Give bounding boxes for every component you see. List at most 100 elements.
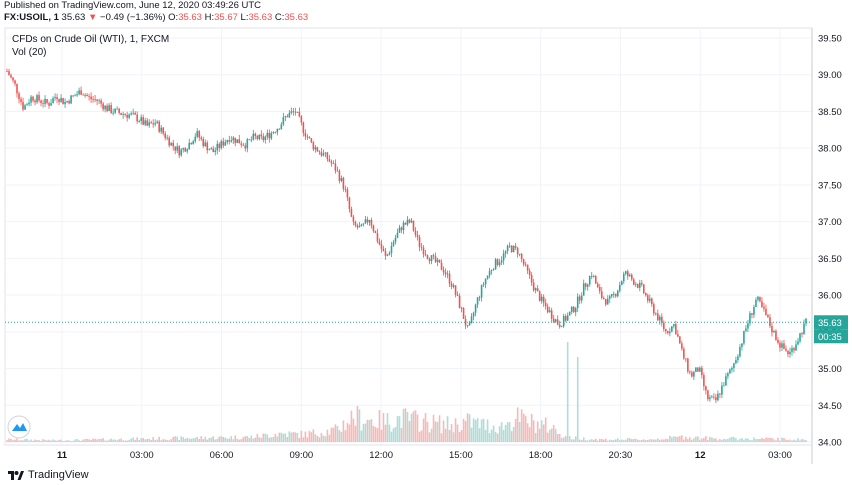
- candle-body: [442, 269, 445, 273]
- volume-bar: [198, 438, 201, 442]
- volume-bar: [386, 413, 389, 442]
- volume-bar: [468, 414, 471, 442]
- candle-body: [719, 393, 721, 395]
- volume-bar: [634, 438, 637, 442]
- candle-body: [282, 117, 285, 125]
- volume-bar: [628, 438, 631, 442]
- candle-body: [250, 139, 253, 141]
- volume-bar: [576, 357, 579, 442]
- candle-body: [274, 132, 277, 134]
- candle-body: [602, 297, 605, 300]
- candle-body: [438, 259, 441, 263]
- candle-body: [630, 274, 633, 280]
- candle-body: [765, 308, 767, 316]
- y-tick-label: 35.00: [818, 364, 842, 375]
- candle-body: [540, 296, 543, 301]
- volume-bar: [236, 438, 239, 442]
- candle-body: [789, 351, 791, 355]
- candle-body: [745, 328, 747, 331]
- candle-body: [280, 124, 283, 130]
- candle-body: [332, 163, 335, 165]
- candle-body: [618, 284, 621, 291]
- candle-body: [260, 134, 263, 137]
- volume-bar: [312, 429, 315, 442]
- volume-bar: [793, 439, 795, 442]
- volume-bar: [775, 440, 777, 442]
- candle-body: [370, 219, 373, 226]
- candle-body: [98, 100, 100, 102]
- volume-bar: [524, 415, 527, 442]
- volume-bar: [80, 440, 82, 442]
- candle-body: [506, 245, 509, 252]
- candle-body: [162, 127, 164, 134]
- candle-body: [777, 339, 779, 343]
- volume-bar: [562, 437, 565, 442]
- candle-body: [787, 350, 789, 355]
- volume-bar: [346, 422, 349, 442]
- candle-body: [488, 270, 491, 276]
- candle-body: [220, 141, 223, 148]
- price-chart[interactable]: 39.50 39.00 38.50 38.00 37.50 37.00 36.50 36.00…: [0, 0, 852, 464]
- candle-body: [276, 128, 279, 133]
- candle-body: [430, 255, 433, 262]
- volume-bar: [707, 439, 709, 442]
- candle-body: [256, 135, 259, 140]
- candle-body: [246, 139, 249, 149]
- candle-body: [62, 98, 64, 105]
- candle-body: [502, 253, 505, 261]
- volume-bar: [374, 427, 377, 442]
- volume-bar: [442, 420, 445, 442]
- candle-body: [598, 286, 601, 292]
- volume-bar: [657, 438, 659, 442]
- candle-body: [685, 358, 687, 360]
- candle-body: [190, 142, 193, 145]
- volume-bar: [298, 437, 301, 442]
- candle-body: [386, 254, 389, 256]
- volume-bar: [504, 425, 507, 442]
- volume-bar: [528, 427, 531, 442]
- volume-bar: [801, 439, 803, 442]
- candle-body: [338, 170, 341, 181]
- volume-bar: [478, 428, 481, 442]
- volume-bar: [118, 439, 120, 442]
- volume-bar: [354, 425, 357, 442]
- volume-bar: [152, 437, 154, 442]
- volume-bar: [320, 433, 323, 442]
- y-tick-label: 39.00: [818, 70, 842, 81]
- volume-bar: [711, 437, 713, 442]
- candle-body: [701, 367, 703, 376]
- symbol-line: FX:USOIL, 1 35.63 ▼ −0.49 (−1.36%) O:35.…: [4, 12, 308, 23]
- volume-bar: [612, 439, 615, 442]
- volume-bar: [586, 440, 589, 442]
- candle-body: [410, 220, 413, 223]
- candle-body: [402, 222, 405, 231]
- candle-body: [94, 99, 96, 101]
- candle-body: [644, 293, 647, 296]
- candle-body: [230, 140, 233, 142]
- volume-bar: [542, 424, 545, 442]
- candle-body: [184, 148, 187, 152]
- candle-body: [414, 230, 417, 235]
- volume-bar: [340, 431, 343, 442]
- volume-bar: [773, 439, 775, 442]
- candle-body: [679, 336, 681, 344]
- volume-bar: [376, 428, 379, 442]
- candle-body: [126, 115, 128, 118]
- candle-body: [614, 293, 617, 297]
- volume-bar: [332, 427, 335, 442]
- candle-body: [472, 312, 475, 317]
- volume-bar: [230, 436, 233, 442]
- candle-body: [196, 131, 199, 137]
- volume-bar: [350, 410, 353, 442]
- volume-bar: [584, 440, 587, 442]
- volume-bar: [210, 437, 213, 442]
- volume-bar: [242, 437, 245, 442]
- volume-bar: [791, 440, 793, 442]
- candle-body: [444, 272, 447, 275]
- volume-bar: [470, 427, 473, 442]
- volume-bar: [304, 431, 307, 442]
- brand[interactable]: TradingView: [8, 469, 89, 481]
- candle-body: [396, 232, 399, 238]
- candle-body: [446, 273, 449, 275]
- volume-bar: [334, 424, 337, 442]
